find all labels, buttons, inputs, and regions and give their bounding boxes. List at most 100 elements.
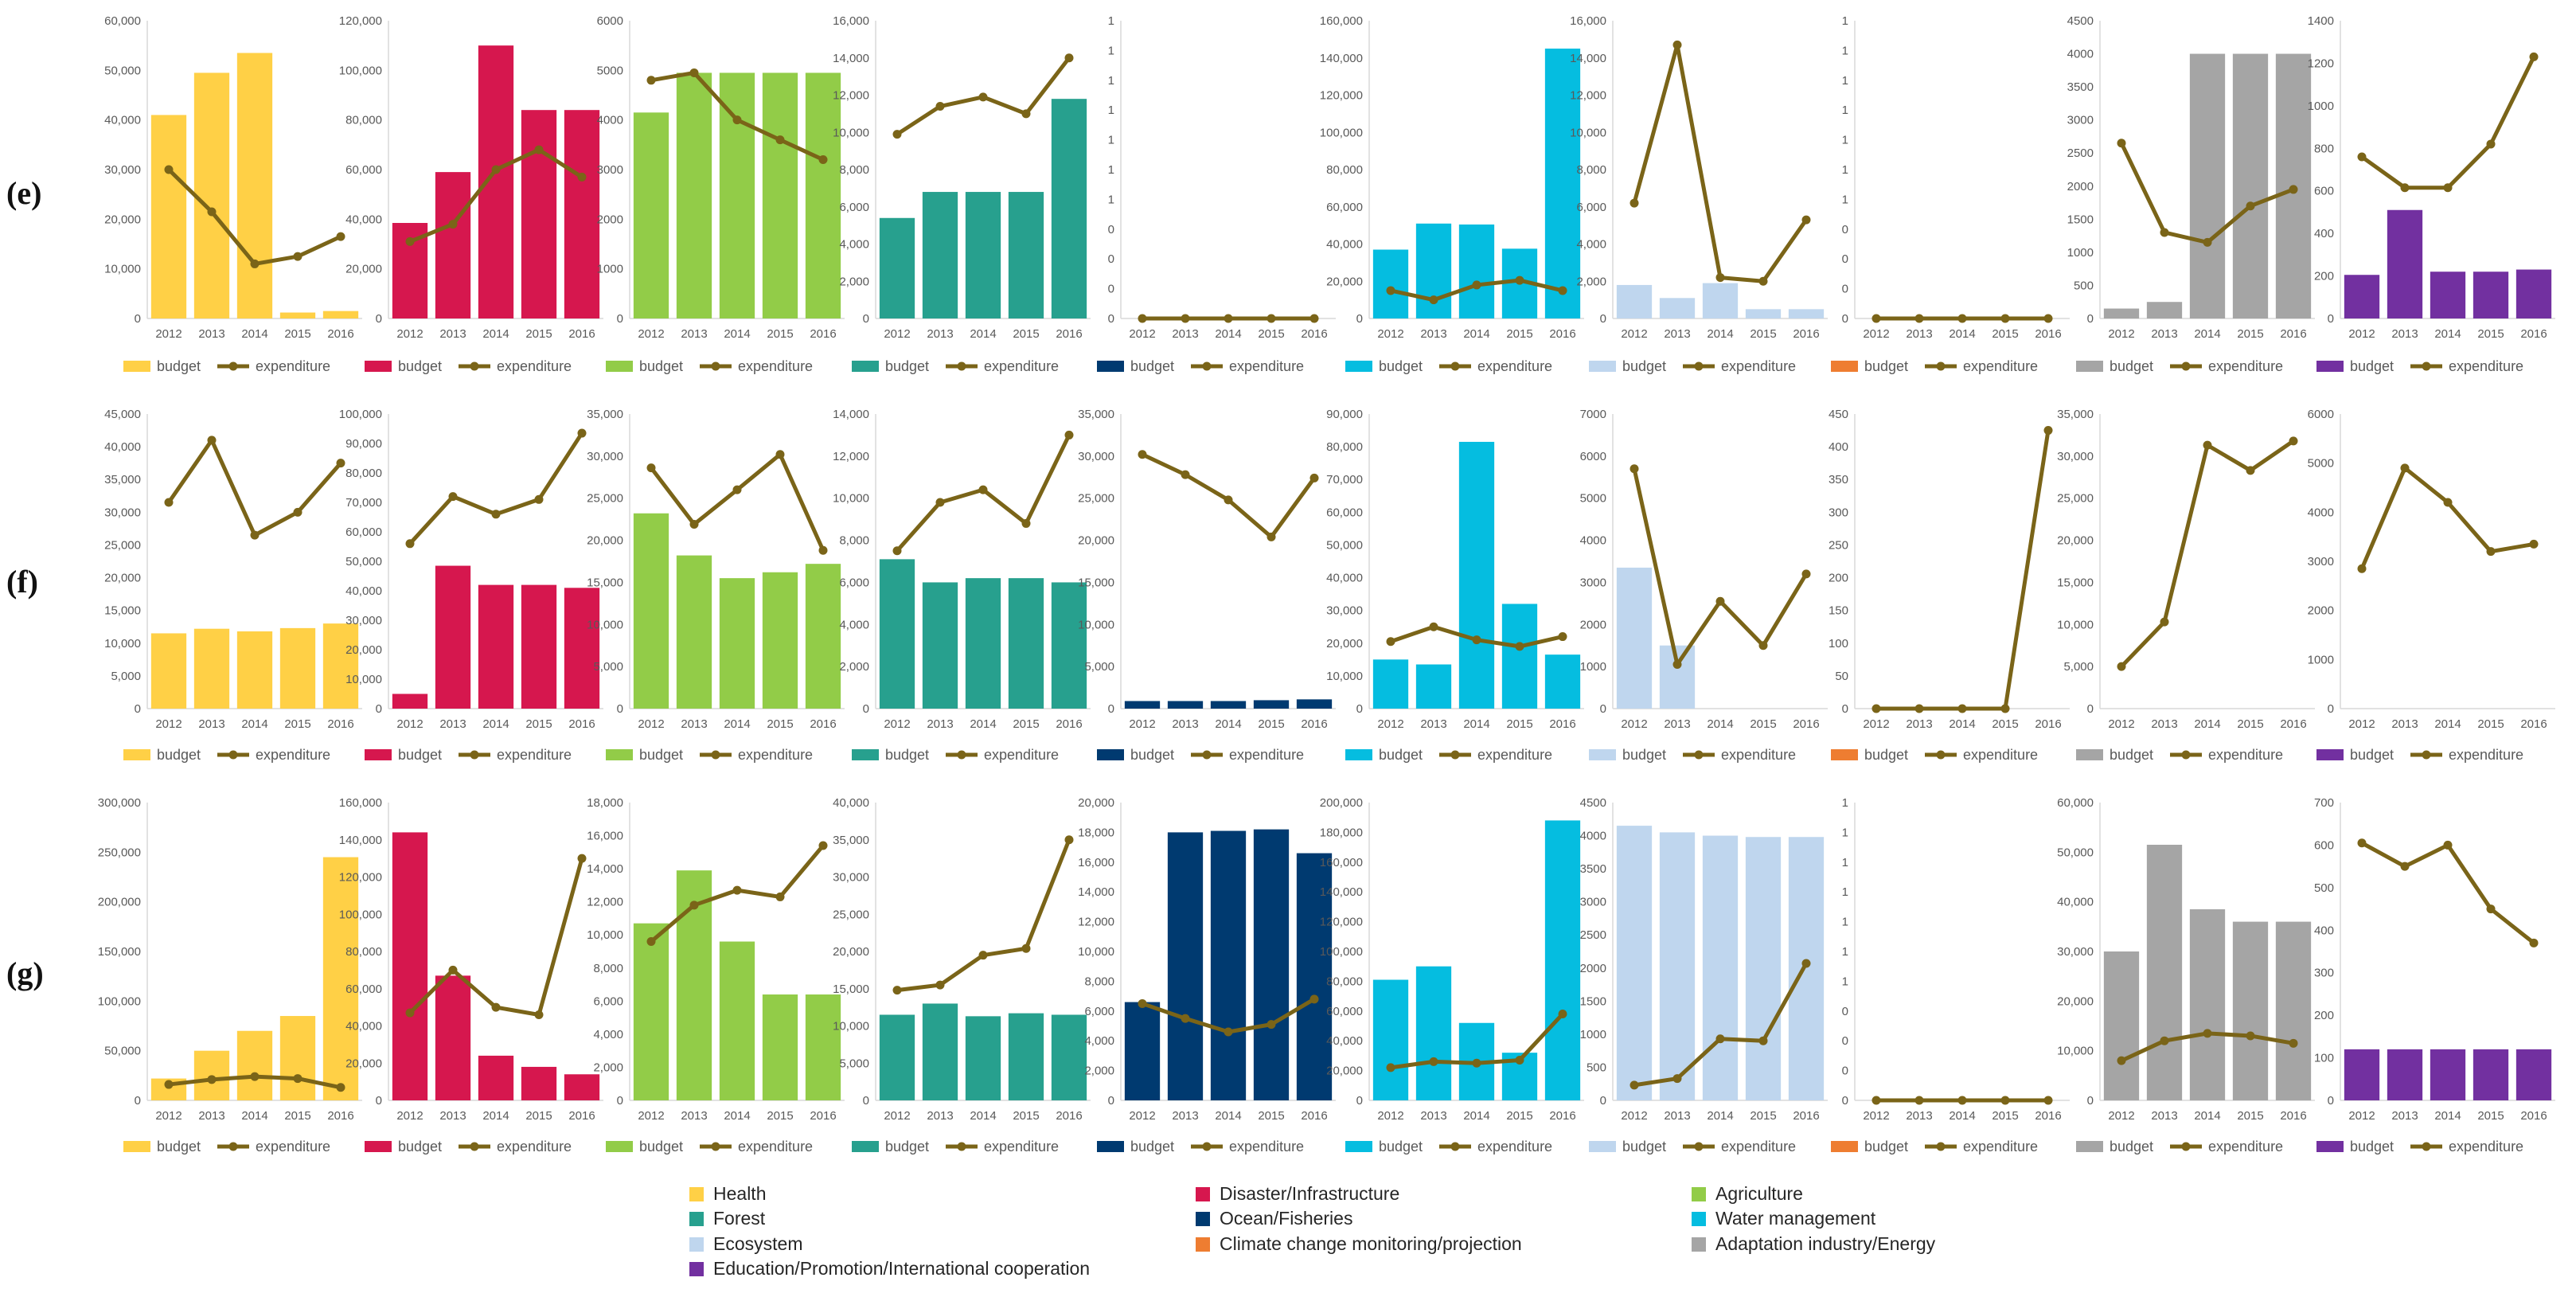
y-tick-label: 2000 <box>1580 618 1606 631</box>
x-tick-label: 2015 <box>1992 1109 2018 1123</box>
expenditure-point <box>818 155 828 165</box>
bar <box>2516 269 2552 318</box>
expenditure-point <box>1309 994 1319 1004</box>
y-tick-label: 400 <box>1829 440 1848 454</box>
x-tick-label: 2012 <box>2348 327 2375 341</box>
bar <box>193 628 230 709</box>
bar <box>1167 701 1204 709</box>
expenditure-point <box>1515 275 1524 285</box>
x-tick-label: 2015 <box>1013 717 1039 731</box>
y-tick-label: 1400 <box>2308 14 2334 28</box>
x-tick-label: 2012 <box>638 717 664 731</box>
bar <box>2146 302 2183 318</box>
y-tick-label: 60,000 <box>345 983 382 996</box>
x-tick-label: 2014 <box>1215 327 1241 341</box>
y-tick-label: 1 <box>1108 104 1114 117</box>
y-tick-label: 20,000 <box>1078 534 1114 548</box>
y-tick-label: 25,000 <box>2057 492 2094 506</box>
expenditure-point <box>1429 1057 1438 1066</box>
y-tick-label: 0 <box>2087 312 2094 326</box>
expenditure-line <box>2360 841 2535 945</box>
expenditure-point <box>2000 1096 2010 1105</box>
expenditure-point <box>534 1010 544 1019</box>
x-tick-label: 2016 <box>1549 717 1575 731</box>
bar <box>922 1003 958 1100</box>
y-tick-label: 4000 <box>1580 830 1606 843</box>
y-tick-label: 25,000 <box>587 492 623 506</box>
x-tick-label: 2014 <box>1707 1109 1733 1123</box>
legend-budget-swatch <box>2076 361 2103 372</box>
category-legend-label: Adaptation industry/Energy <box>1715 1233 1936 1254</box>
bar <box>1008 1013 1044 1100</box>
x-tick-label: 2012 <box>2108 327 2134 341</box>
legend-expenditure-label: expenditure <box>1477 747 1552 763</box>
y-tick-label: 2500 <box>1580 928 1606 942</box>
legend-budget-label: budget <box>157 747 201 763</box>
y-tick-label: 30,000 <box>587 450 623 463</box>
x-tick-label: 2012 <box>1377 1109 1403 1123</box>
expenditure-point <box>207 436 217 445</box>
legend-expenditure-marker <box>470 1142 479 1151</box>
y-tick-label: 3000 <box>2067 114 2094 127</box>
x-tick-label: 2013 <box>1172 717 1198 731</box>
expenditure-point <box>1672 40 1682 49</box>
y-tick-label: 1500 <box>1580 994 1606 1008</box>
expenditure-point <box>1021 518 1031 528</box>
y-tick-label: 18,000 <box>1078 826 1114 839</box>
bar <box>805 994 841 1100</box>
y-tick-label: 10,000 <box>2057 1045 2094 1058</box>
legend-budget-swatch <box>2316 1141 2344 1152</box>
expenditure-point <box>892 546 902 556</box>
x-tick-label: 2015 <box>525 717 552 731</box>
expenditure-point <box>1957 704 1967 713</box>
y-tick-label: 8,000 <box>1576 163 1606 177</box>
y-tick-label: 120,000 <box>339 871 382 885</box>
bar <box>1458 224 1495 318</box>
x-tick-label: 2014 <box>241 1109 267 1123</box>
bar <box>521 584 557 709</box>
expenditure-point <box>2160 1036 2169 1045</box>
x-tick-label: 2012 <box>1377 717 1403 731</box>
x-tick-label: 2016 <box>327 717 353 731</box>
y-tick-label: 5,000 <box>593 660 623 674</box>
y-tick-label: 600 <box>2314 838 2334 852</box>
y-tick-label: 35,000 <box>833 834 869 847</box>
subplot: 0 10,000 20,000 30,000 40,000 50,000 60,000 201… <box>2057 796 2315 1154</box>
x-tick-label: 2013 <box>927 717 953 731</box>
x-tick-label: 2015 <box>1258 717 1284 731</box>
subplot: 0 50,000 100,000 150,000 200,000 250,000 300,0… <box>98 796 362 1154</box>
y-tick-label: 1 <box>1108 14 1114 28</box>
legend-expenditure-marker <box>228 750 238 760</box>
y-tick-label: 0 <box>1842 223 1848 236</box>
y-tick-label: 10,000 <box>587 928 623 942</box>
y-tick-label: 50,000 <box>104 1045 141 1058</box>
x-tick-label: 2013 <box>2391 327 2418 341</box>
y-tick-label: 10,000 <box>1326 670 1363 683</box>
x-tick-label: 2012 <box>2108 1109 2134 1123</box>
legend-budget-swatch <box>852 361 879 372</box>
expenditure-point <box>1758 276 1768 286</box>
bar <box>478 584 514 709</box>
x-tick-label: 2012 <box>1129 717 1155 731</box>
x-tick-label: 2016 <box>810 1109 836 1123</box>
expenditure-point <box>1429 622 1438 631</box>
x-tick-label: 2016 <box>2280 327 2306 341</box>
expenditure-point <box>1267 314 1276 323</box>
bar <box>1008 578 1044 709</box>
y-tick-label: 0 <box>2087 1094 2094 1108</box>
legend-budget-label: budget <box>398 358 442 374</box>
y-tick-label: 4500 <box>2067 14 2094 28</box>
y-tick-label: 1 <box>1108 74 1114 88</box>
y-tick-label: 4,000 <box>1084 1034 1114 1048</box>
x-tick-label: 2012 <box>1129 327 1155 341</box>
y-tick-label: 35,000 <box>587 408 623 421</box>
legend-expenditure-label: expenditure <box>1229 1139 1304 1154</box>
expenditure-point <box>1957 1096 1967 1105</box>
y-tick-label: 10,000 <box>1570 126 1606 139</box>
y-tick-label: 8,000 <box>839 163 869 177</box>
bar <box>719 941 755 1100</box>
x-tick-label: 2014 <box>1707 327 1733 341</box>
legend-expenditure-label: expenditure <box>497 358 572 374</box>
y-tick-label: 600 <box>2314 185 2334 198</box>
y-tick-label: 140,000 <box>339 834 382 847</box>
